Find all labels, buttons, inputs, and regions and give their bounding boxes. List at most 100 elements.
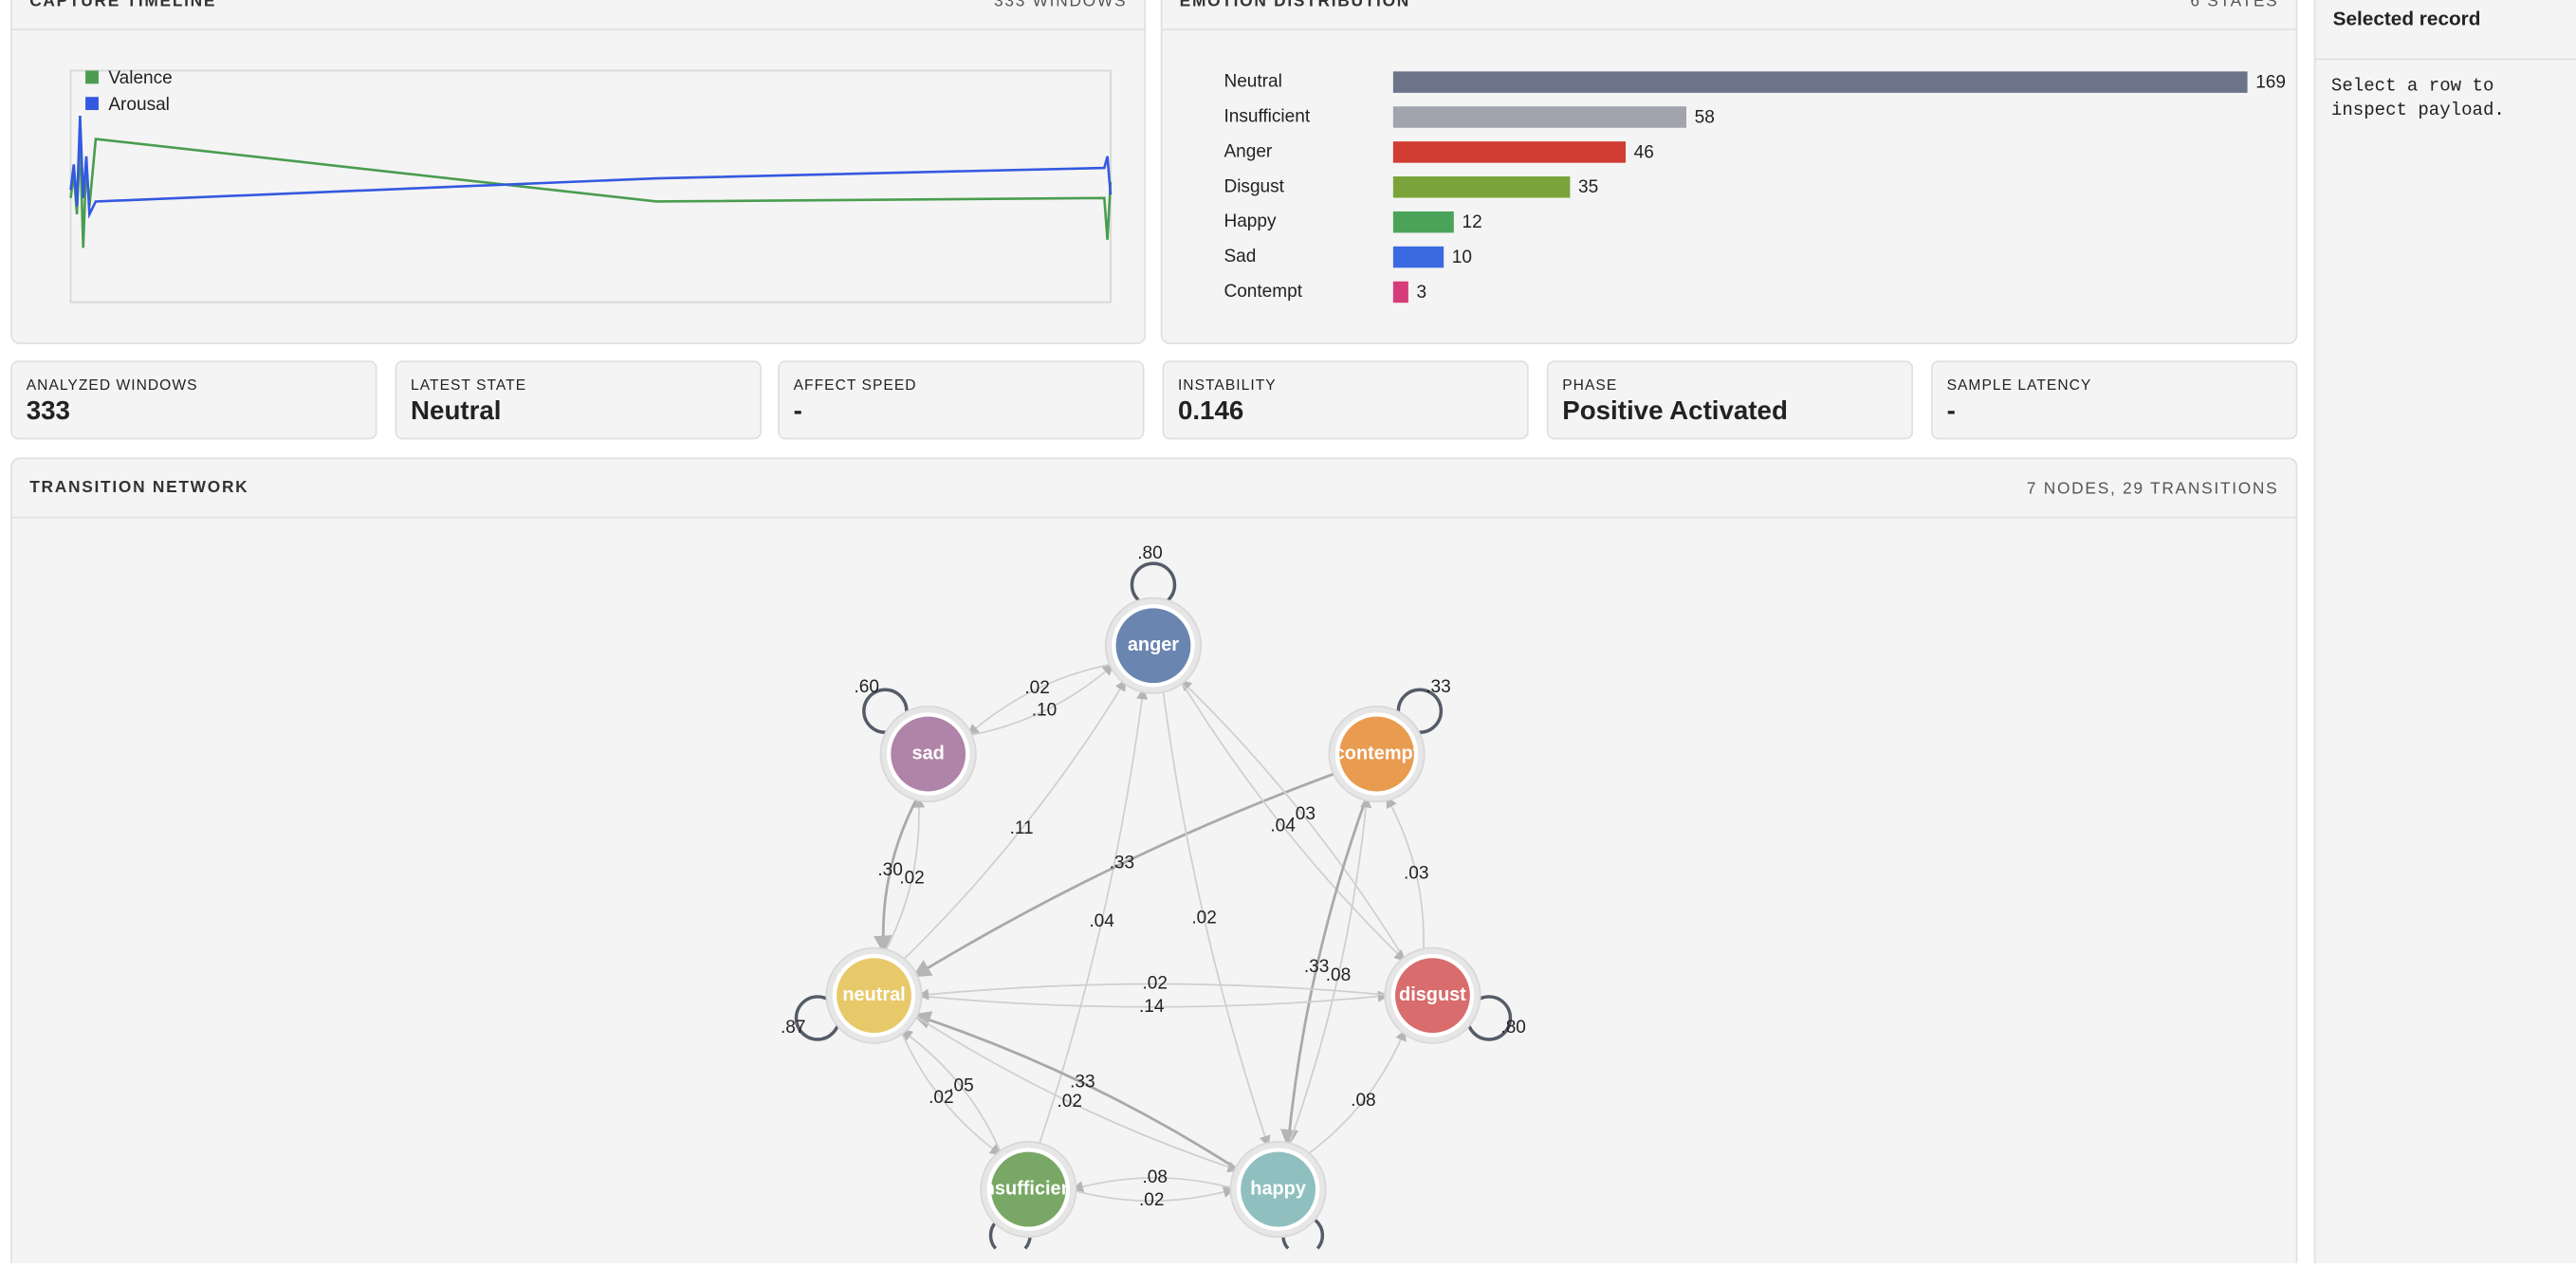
edge-label: .02: [1191, 908, 1216, 928]
stat-value: 0.146: [1178, 395, 1243, 425]
category-label: Insufficient: [1224, 107, 1310, 127]
edge: [874, 793, 921, 954]
node: [986, 1148, 1071, 1231]
edge: [1069, 1186, 1236, 1203]
node: [1334, 712, 1419, 796]
stat-card: [10, 360, 377, 440]
stat-label: INSTABILITY: [1178, 377, 1277, 394]
edge: [1178, 677, 1407, 962]
legend-swatch: [85, 70, 99, 84]
bar: [1392, 71, 2248, 93]
legend-label: Valence: [108, 68, 172, 88]
stat-value: -: [794, 395, 802, 425]
stat-label: AFFECT SPEED: [794, 377, 917, 394]
stat-card: [778, 360, 1145, 440]
panel-title: TRANSITION NETWORK: [29, 477, 248, 496]
category-label: Anger: [1224, 141, 1272, 161]
side-title: Selected record: [2333, 8, 2481, 29]
edge-label: .11: [1010, 818, 1034, 838]
panel-count: 7 NODES, 29 TRANSITIONS: [2027, 479, 2279, 498]
bar: [1392, 141, 1627, 163]
edge-label: .02: [1142, 974, 1167, 994]
edge: [965, 664, 1114, 738]
network-panel: [10, 457, 2298, 1268]
node-label: anger: [1128, 634, 1179, 655]
stat-label: LATEST STATE: [411, 377, 526, 394]
edge-label: .30: [877, 860, 902, 880]
edge: [1279, 793, 1370, 1149]
category-label: Happy: [1224, 211, 1277, 231]
emotion-panel: [1160, 0, 2298, 344]
bar: [1392, 176, 1571, 198]
value-label: 169: [2255, 73, 2286, 93]
stat-value: Neutral: [411, 395, 501, 425]
edge-label: .87: [781, 1018, 805, 1038]
value-label: 3: [1417, 283, 1427, 303]
edge-label: .33: [1110, 854, 1134, 873]
side-hint-box: Select a row to inspect payload.: [2331, 77, 2505, 121]
edge-label: .33: [1070, 1073, 1095, 1093]
edge-label: .33: [1304, 957, 1329, 977]
node-label: sad: [912, 743, 945, 763]
edge: [1161, 685, 1271, 1148]
edge-label: .80: [1500, 1018, 1525, 1038]
edge: [900, 1029, 1004, 1158]
panel-count: 6 STATES: [2190, 0, 2278, 9]
edge: [966, 662, 1117, 736]
edge: [1286, 796, 1372, 1150]
node-label: contempt: [1334, 743, 1420, 763]
panel-title: CAPTURE TIMELINE: [29, 0, 216, 9]
timeline-panel: [10, 0, 1147, 344]
edges: .80.60.33.87.80.02.10.11.04.30.02.33.03.…: [781, 543, 1526, 1210]
stat-card: [1162, 360, 1529, 440]
value-label: 58: [1695, 107, 1715, 127]
bar: [1392, 281, 1408, 303]
edge: [911, 1011, 1242, 1173]
edge-label: .08: [1351, 1091, 1375, 1111]
edge-label: .04: [1270, 816, 1296, 836]
bar: [1392, 246, 1444, 268]
edge-label: .04: [1089, 911, 1114, 931]
legend-swatch: [85, 97, 99, 111]
stat-label: SAMPLE LATENCY: [1947, 377, 2092, 394]
stat-card: [1931, 360, 2298, 440]
edge: [1303, 1029, 1407, 1158]
panel-count: 333 WINDOWS: [994, 0, 1127, 9]
edge-label: .08: [1326, 965, 1351, 985]
node-label: insufficient: [978, 1178, 1079, 1199]
node-label: neutral: [842, 984, 905, 1005]
edge-label: .05: [948, 1076, 973, 1096]
node-label: happy: [1250, 1178, 1306, 1199]
edge: [1037, 688, 1149, 1150]
edge-label: .02: [1024, 678, 1049, 698]
bar: [1392, 106, 1686, 128]
edge-label: .02: [929, 1088, 953, 1108]
edge: [1071, 1177, 1238, 1192]
edge: [911, 1012, 1240, 1173]
stat-card: [1546, 360, 1914, 440]
category-label: Sad: [1224, 247, 1256, 266]
edge: [917, 983, 1392, 1001]
edge: [898, 679, 1127, 965]
edge: [914, 990, 1389, 1008]
value-label: 46: [1634, 142, 1654, 162]
edge: [882, 796, 926, 956]
node: [1112, 603, 1195, 688]
edge-label: .03: [1404, 863, 1428, 883]
value-label: 10: [1452, 248, 1472, 267]
edge-label: .02: [1058, 1092, 1082, 1112]
node: [832, 953, 916, 1038]
node: [886, 712, 970, 796]
edge-label: .02: [1139, 1190, 1164, 1210]
value-label: 35: [1578, 177, 1598, 197]
edge: [1386, 796, 1425, 956]
stat-card: [395, 360, 762, 440]
stat-label: PHASE: [1562, 377, 1617, 394]
edge-label: .08: [1142, 1167, 1167, 1187]
edge-label: .02: [899, 869, 924, 889]
node-label: disgust: [1399, 984, 1466, 1005]
edge: [898, 1027, 1003, 1156]
stat-value: -: [1947, 395, 1956, 425]
